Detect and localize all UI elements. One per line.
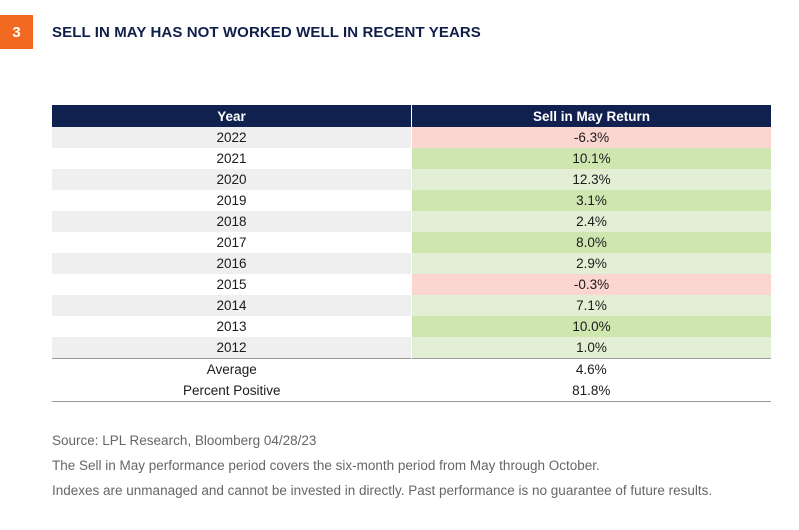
- return-cell: -6.3%: [411, 127, 771, 148]
- table-row: 2013 10.0%: [52, 316, 771, 337]
- table-header-row: Year Sell in May Return: [52, 105, 771, 127]
- year-cell: 2022: [52, 127, 412, 148]
- return-cell: 12.3%: [411, 169, 771, 190]
- figure-number-badge: 3: [0, 15, 33, 49]
- disclaimer-note: Indexes are unmanaged and cannot be inve…: [52, 483, 713, 498]
- year-cell: 2015: [52, 274, 412, 295]
- summary-label: Average: [52, 358, 412, 380]
- return-cell: 2.4%: [411, 211, 771, 232]
- table-row: 2021 10.1%: [52, 148, 771, 169]
- year-cell: 2012: [52, 337, 412, 359]
- return-cell: 1.0%: [411, 337, 771, 359]
- year-cell: 2014: [52, 295, 412, 316]
- return-cell: 10.1%: [411, 148, 771, 169]
- year-cell: 2021: [52, 148, 412, 169]
- table-row: 2012 1.0%: [52, 337, 771, 359]
- table-row: 2019 3.1%: [52, 190, 771, 211]
- return-cell: 3.1%: [411, 190, 771, 211]
- summary-row: Percent Positive 81.8%: [52, 380, 771, 402]
- year-cell: 2013: [52, 316, 412, 337]
- table-row: 2017 8.0%: [52, 232, 771, 253]
- column-header-return: Sell in May Return: [411, 105, 771, 127]
- summary-value: 81.8%: [411, 380, 771, 402]
- return-cell: 8.0%: [411, 232, 771, 253]
- column-header-year: Year: [52, 105, 412, 127]
- year-cell: 2018: [52, 211, 412, 232]
- return-cell: -0.3%: [411, 274, 771, 295]
- table-row: 2020 12.3%: [52, 169, 771, 190]
- table-row: 2022 -6.3%: [52, 127, 771, 148]
- footnotes: Source: LPL Research, Bloomberg 04/28/23…: [52, 428, 792, 503]
- return-cell: 7.1%: [411, 295, 771, 316]
- year-cell: 2016: [52, 253, 412, 274]
- return-cell: 10.0%: [411, 316, 771, 337]
- table-row: 2014 7.1%: [52, 295, 771, 316]
- table-body: 2022 -6.3% 2021 10.1% 2020 12.3% 2019 3.1% 2018 2…: [52, 127, 771, 402]
- summary-value: 4.6%: [411, 358, 771, 380]
- table-row: 2016 2.9%: [52, 253, 771, 274]
- summary-row: Average 4.6%: [52, 358, 771, 380]
- year-cell: 2020: [52, 169, 412, 190]
- table-row: 2018 2.4%: [52, 211, 771, 232]
- source-note: Source: LPL Research, Bloomberg 04/28/23: [52, 433, 317, 448]
- returns-table: Year Sell in May Return 2022 -6.3% 2021 10.…: [52, 105, 771, 402]
- year-cell: 2017: [52, 232, 412, 253]
- return-cell: 2.9%: [411, 253, 771, 274]
- summary-label: Percent Positive: [52, 380, 412, 402]
- period-note: The Sell in May performance period cover…: [52, 458, 600, 473]
- year-cell: 2019: [52, 190, 412, 211]
- table-row: 2015 -0.3%: [52, 274, 771, 295]
- chart-title: SELL IN MAY HAS NOT WORKED WELL IN RECEN…: [52, 24, 481, 41]
